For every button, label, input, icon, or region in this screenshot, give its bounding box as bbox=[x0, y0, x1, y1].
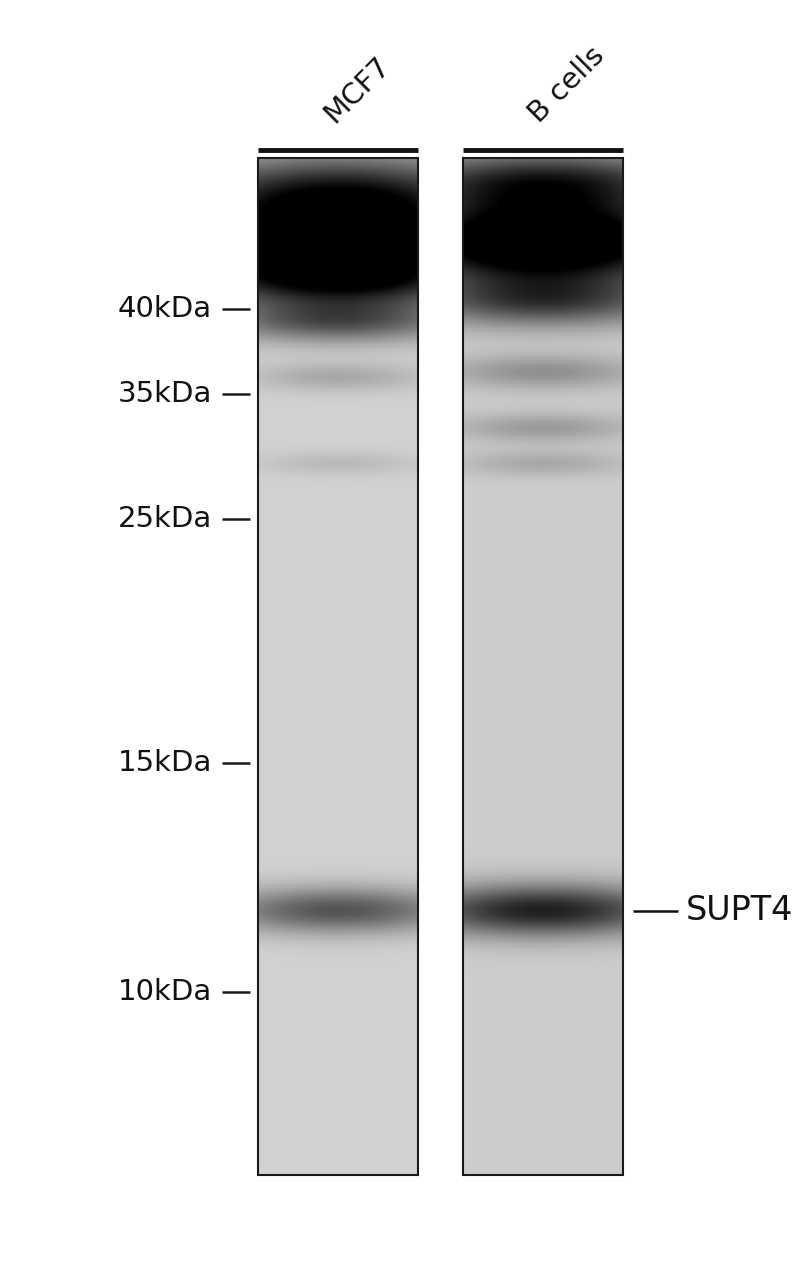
Text: 40kDa: 40kDa bbox=[118, 294, 212, 323]
Text: 15kDa: 15kDa bbox=[118, 749, 212, 777]
Text: B cells: B cells bbox=[523, 41, 610, 128]
Text: SUPT4H1: SUPT4H1 bbox=[686, 893, 794, 927]
Text: 35kDa: 35kDa bbox=[118, 380, 212, 408]
Text: 25kDa: 25kDa bbox=[118, 506, 212, 532]
Text: 10kDa: 10kDa bbox=[118, 978, 212, 1006]
Text: MCF7: MCF7 bbox=[318, 51, 395, 128]
